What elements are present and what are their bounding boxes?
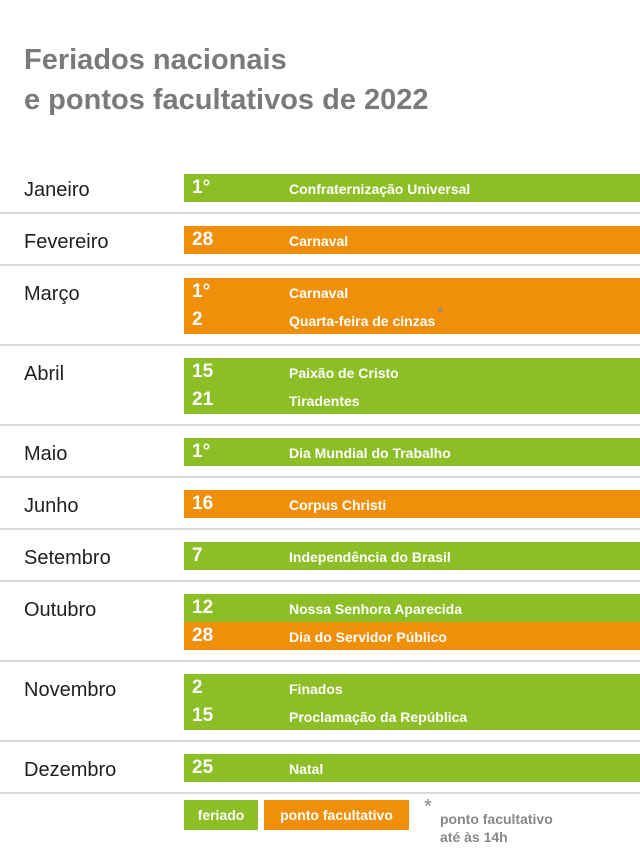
month-row: Novembro 2 Finados 15 Proclamação da Repúbli…: [0, 672, 640, 742]
months-list: Janeiro 1° Confraternização Universal Fever…: [0, 172, 640, 804]
month-name: Abril: [24, 363, 65, 385]
page-title: Feriados nacionais e pontos facultativos…: [24, 40, 429, 120]
holiday-bar: 1° Dia Mundial do Trabalho: [184, 438, 640, 466]
holiday-label: Carnaval: [289, 233, 349, 249]
month-row: Setembro 7 Independência do Brasil: [0, 540, 640, 582]
month-row: Maio 1° Dia Mundial do Trabalho: [0, 436, 640, 478]
legend-note: ponto facultativo até às 14h: [440, 810, 600, 846]
holiday-name: Quarta-feira de cinzas *: [289, 305, 444, 331]
month-name: Outubro: [24, 599, 97, 621]
holiday-bar: 28 Dia do Servidor Público: [184, 622, 640, 650]
holiday-name: Paixão de Cristo: [289, 365, 399, 381]
holiday-name: Carnaval: [289, 233, 348, 249]
holiday-label: Dia do Servidor Público: [289, 629, 447, 645]
holiday-label: Quarta-feira de cinzas: [289, 313, 436, 329]
holiday-bar: 7 Independência do Brasil: [184, 542, 640, 570]
month-name: Dezembro: [24, 759, 117, 781]
holiday-day: 7: [192, 545, 203, 566]
holiday-name: Nossa Senhora Aparecida: [289, 601, 462, 617]
month-name: Maio: [24, 443, 68, 465]
holiday-day: 28: [192, 229, 214, 250]
holiday-name: Confraternização Universal: [289, 181, 470, 197]
holiday-day: 28: [192, 625, 214, 646]
holiday-bar: 1° Confraternização Universal: [184, 174, 640, 202]
holiday-day: 15: [192, 361, 214, 382]
holiday-label: Tiradentes: [289, 393, 360, 409]
holiday-label: Independência do Brasil: [289, 549, 451, 565]
month-row: Janeiro 1° Confraternização Universal: [0, 172, 640, 214]
month-name: Fevereiro: [24, 231, 109, 253]
holiday-day: 1°: [192, 281, 211, 302]
holiday-label: Proclamação da República: [289, 709, 468, 725]
legend-note-line-2: até às 14h: [440, 829, 508, 845]
holiday-day: 12: [192, 597, 214, 618]
title-line-1: Feriados nacionais: [24, 44, 287, 76]
holiday-name: Independência do Brasil: [289, 549, 451, 565]
month-row: Fevereiro 28 Carnaval: [0, 224, 640, 266]
holiday-day: 15: [192, 705, 214, 726]
title-line-2: e pontos facultativos de 2022: [24, 84, 429, 116]
month-row: Dezembro 25 Natal: [0, 752, 640, 794]
holiday-day: 16: [192, 493, 214, 514]
holiday-label: Nossa Senhora Aparecida: [289, 601, 462, 617]
holiday-name: Corpus Christi: [289, 497, 386, 513]
holiday-name: Tiradentes: [289, 393, 360, 409]
holiday-name: Proclamação da República: [289, 709, 467, 725]
month-row: Abril 15 Paixão de Cristo 21 Tiradentes: [0, 356, 640, 426]
legend-asterisk: *: [424, 796, 432, 818]
holiday-bar: 2 Quarta-feira de cinzas *: [184, 305, 640, 334]
month-row: Outubro 12 Nossa Senhora Aparecida 28 Dia do…: [0, 592, 640, 662]
holiday-label: Corpus Christi: [289, 497, 387, 513]
holiday-label: Carnaval: [289, 285, 349, 301]
holiday-bar: 2 Finados: [184, 674, 640, 702]
month-row: Junho 16 Corpus Christi: [0, 488, 640, 530]
holiday-label: Paixão de Cristo: [289, 365, 399, 381]
holiday-bar: 16 Corpus Christi: [184, 490, 640, 518]
holiday-label: Natal: [289, 761, 324, 777]
holiday-name: Finados: [289, 681, 343, 697]
month-name: Junho: [24, 495, 79, 517]
holiday-name: Dia Mundial do Trabalho: [289, 445, 451, 461]
holiday-bar: 15 Paixão de Cristo: [184, 358, 640, 386]
legend-note-line-1: ponto facultativo: [440, 811, 553, 827]
asterisk-marker: *: [437, 305, 444, 322]
month-name: Setembro: [24, 547, 111, 569]
holiday-bar: 21 Tiradentes: [184, 386, 640, 414]
month-name: Março: [24, 283, 80, 305]
holiday-day: 25: [192, 757, 214, 778]
month-row: Março 1° Carnaval 2 Quarta-feira de cinzas *: [0, 276, 640, 346]
holiday-bar: 28 Carnaval: [184, 226, 640, 254]
legend-ponto-facultativo: ponto facultativo: [264, 800, 409, 830]
holiday-day: 2: [192, 309, 203, 330]
holiday-name: Dia do Servidor Público: [289, 629, 447, 645]
holiday-bar: 12 Nossa Senhora Aparecida: [184, 594, 640, 622]
holiday-label: Confraternização Universal: [289, 181, 471, 197]
legend-feriado: feriado: [184, 800, 258, 830]
holiday-bar: 15 Proclamação da República: [184, 702, 640, 730]
holiday-name: Carnaval: [289, 285, 348, 301]
holiday-bar: 25 Natal: [184, 754, 640, 782]
holiday-bar: 1° Carnaval: [184, 278, 640, 306]
holiday-day: 1°: [192, 177, 211, 198]
holiday-name: Natal: [289, 761, 323, 777]
holiday-label: Finados: [289, 681, 343, 697]
holiday-day: 2: [192, 677, 203, 698]
holiday-day: 21: [192, 389, 214, 410]
month-name: Janeiro: [24, 179, 90, 201]
holiday-day: 1°: [192, 441, 211, 462]
holiday-label: Dia Mundial do Trabalho: [289, 445, 451, 461]
month-name: Novembro: [24, 679, 117, 701]
